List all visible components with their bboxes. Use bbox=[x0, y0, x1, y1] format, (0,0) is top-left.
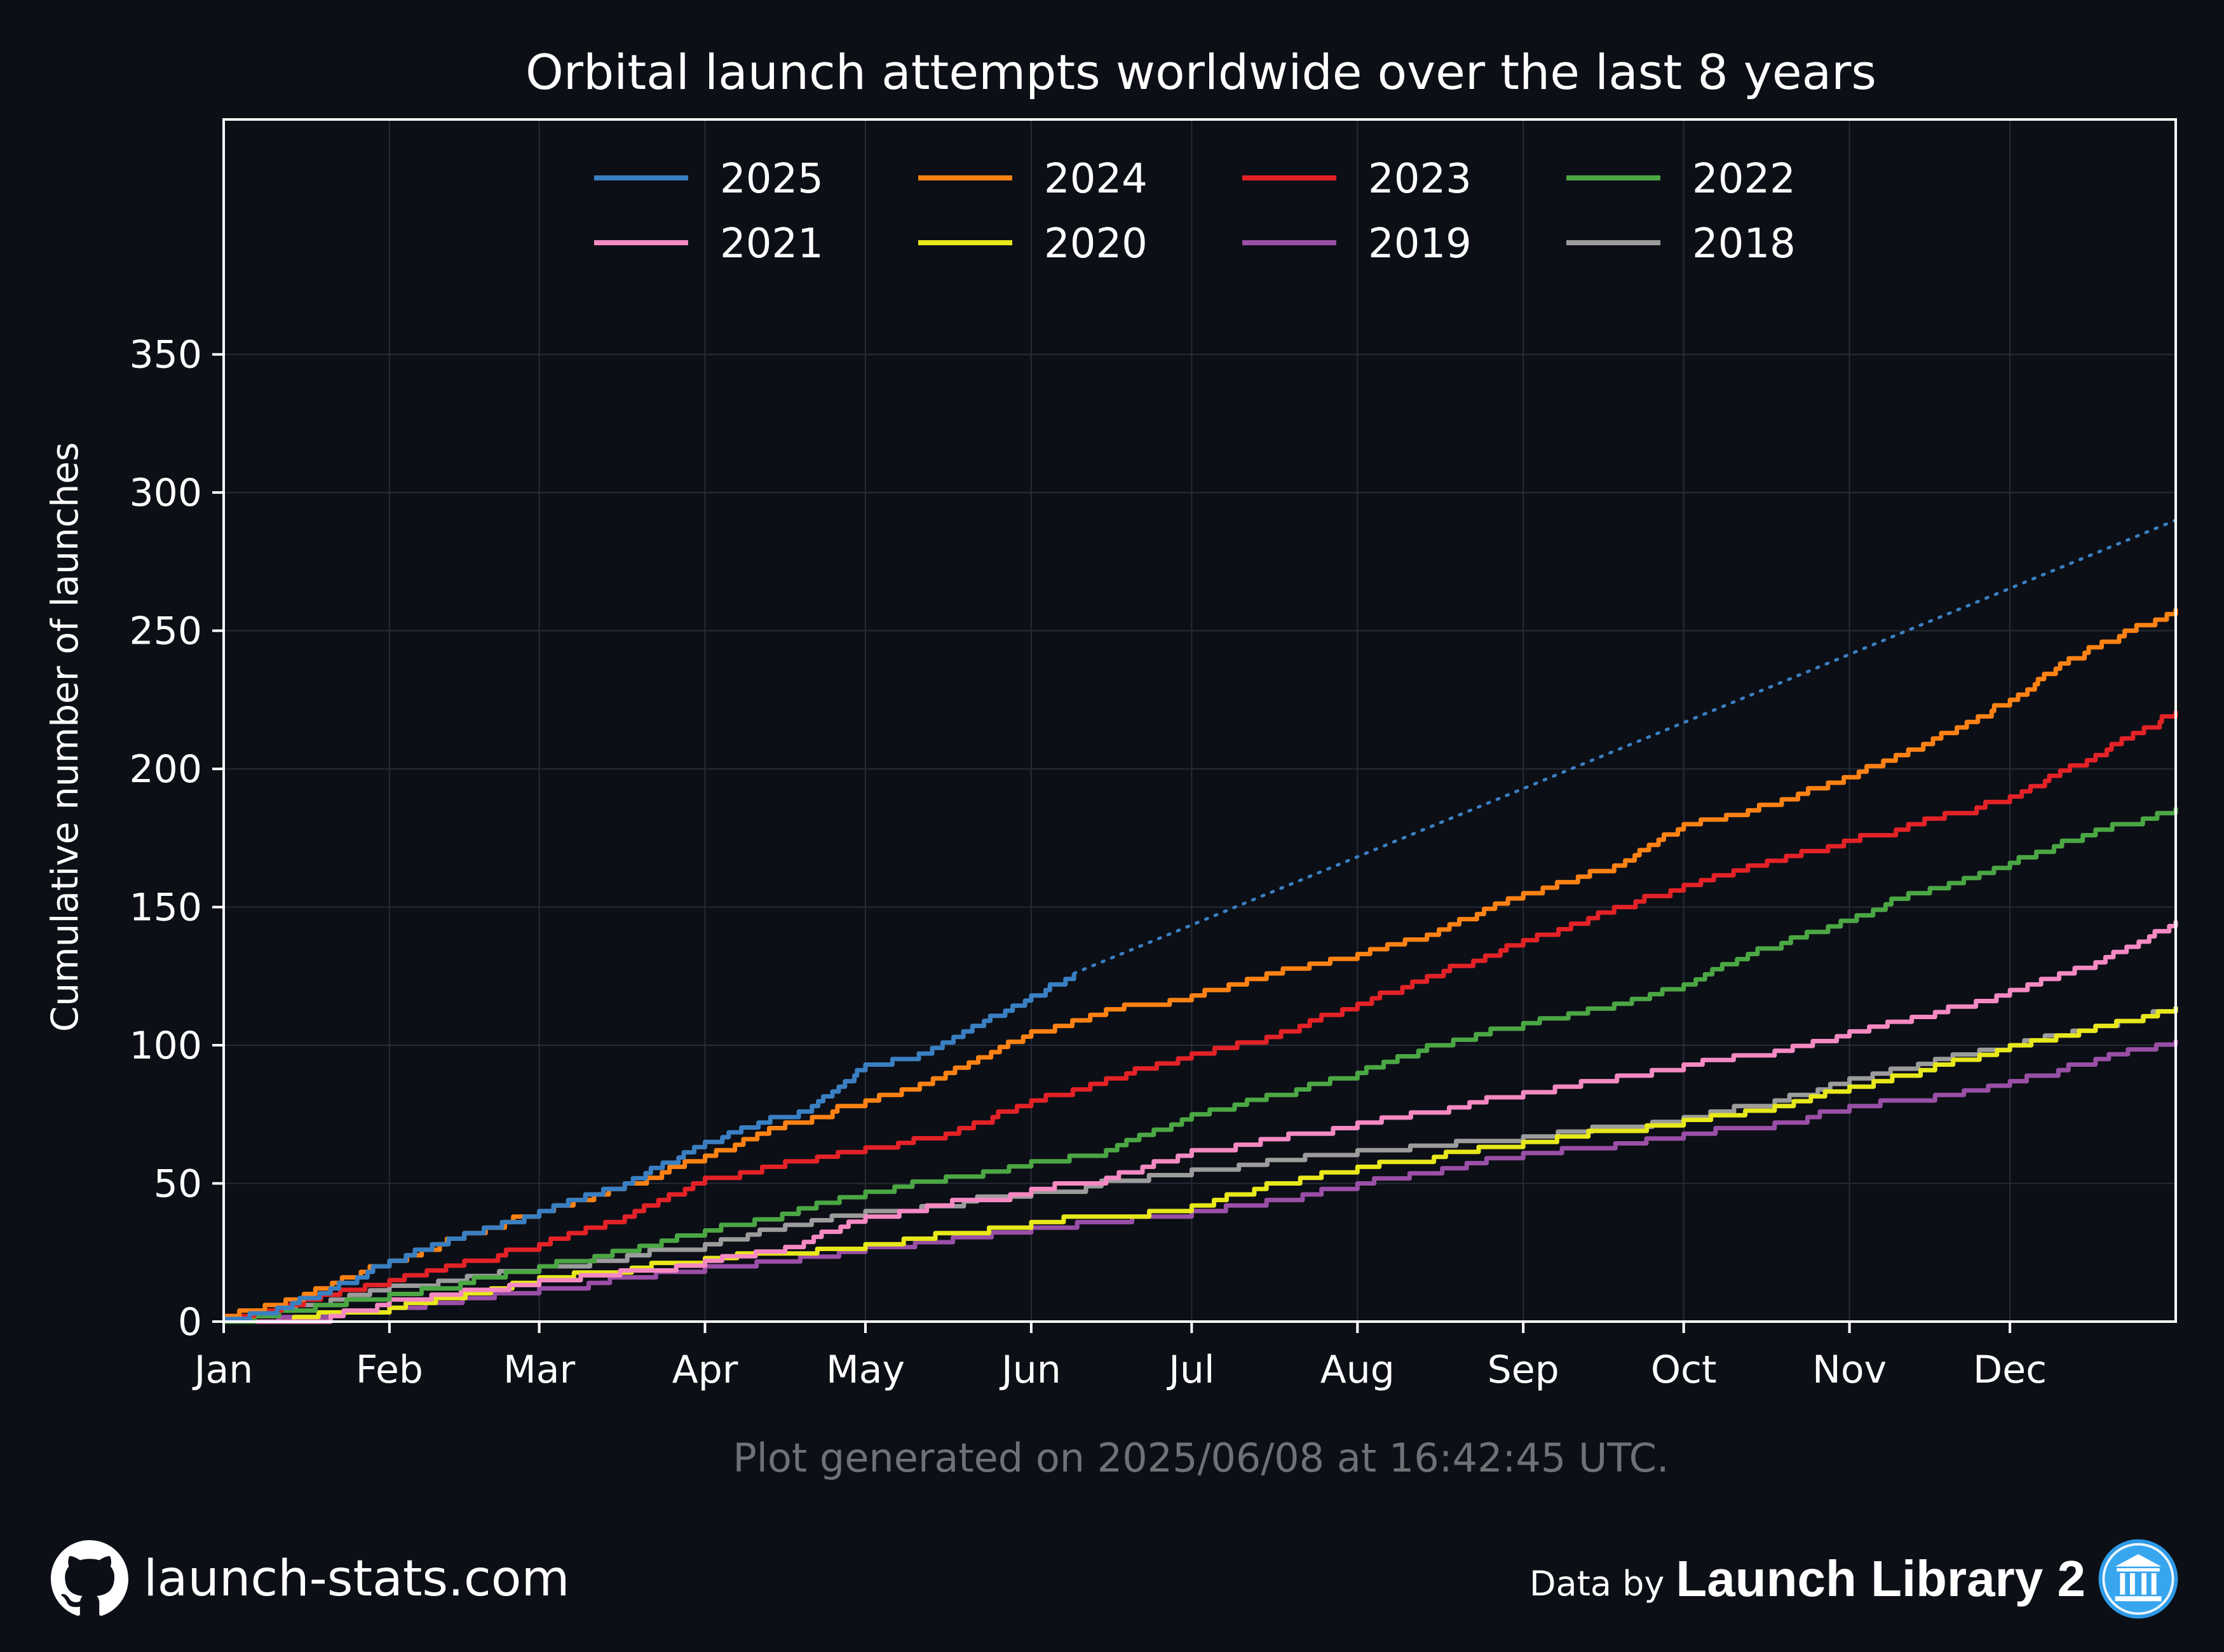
x-tick-label-nov: Nov bbox=[1812, 1348, 1887, 1392]
legend-label-2020: 2020 bbox=[1044, 220, 1148, 267]
y-tick-label-50: 50 bbox=[154, 1162, 202, 1207]
legend-label-2018: 2018 bbox=[1692, 220, 1796, 267]
footer-site[interactable]: launch-stats.com bbox=[51, 1540, 570, 1616]
y-tick-label-350: 350 bbox=[129, 333, 202, 377]
museum-icon bbox=[2098, 1539, 2178, 1619]
plot-frame bbox=[222, 118, 2177, 1323]
series-line-2022 bbox=[224, 808, 2178, 1324]
y-axis-title: Cumulative number of launches bbox=[43, 442, 86, 1032]
legend-label-2024: 2024 bbox=[1044, 156, 1148, 203]
generated-note: Plot generated on 2025/06/08 at 16:42:45… bbox=[733, 1435, 1669, 1481]
series-line-2020 bbox=[224, 1006, 2178, 1324]
legend-label-2022: 2022 bbox=[1692, 156, 1796, 203]
y-axis: 0 50 100 150 200 250 300 350 bbox=[129, 333, 224, 1344]
site-name: launch-stats.com bbox=[144, 1550, 570, 1608]
y-tick-label-300: 300 bbox=[129, 471, 202, 515]
x-tick-label-jan: Jan bbox=[192, 1348, 254, 1392]
footer-source[interactable]: Data by Launch Library 2 bbox=[1529, 1538, 2180, 1620]
chart-title: Orbital launch attempts worldwide over t… bbox=[525, 44, 1876, 100]
series-line-2019 bbox=[224, 1039, 2178, 1324]
series-lines bbox=[224, 518, 2178, 1324]
source-name: Launch Library 2 bbox=[1676, 1550, 2085, 1607]
x-tick-label-jul: Jul bbox=[1166, 1348, 1214, 1392]
x-tick-label-oct: Oct bbox=[1651, 1348, 1717, 1392]
legend-label-2021: 2021 bbox=[720, 220, 824, 267]
legend: 2025 2024 2023 2022 2021 2020 2019 2018 bbox=[594, 156, 1796, 267]
y-tick-label-200: 200 bbox=[129, 747, 202, 792]
data-by-label: Data by bbox=[1529, 1563, 1665, 1604]
legend-label-2025: 2025 bbox=[720, 156, 824, 203]
x-axis: Jan Feb Mar Apr May Jun Jul Aug Sep Oct Nov Dec bbox=[192, 1322, 2047, 1392]
github-icon bbox=[51, 1540, 128, 1616]
x-tick-label-mar: Mar bbox=[503, 1348, 576, 1392]
x-tick-label-may: May bbox=[826, 1348, 905, 1392]
legend-label-2019: 2019 bbox=[1368, 220, 1472, 267]
x-tick-label-sep: Sep bbox=[1488, 1348, 1559, 1392]
legend-label-2023: 2023 bbox=[1368, 156, 1472, 203]
x-tick-label-dec: Dec bbox=[1973, 1348, 2047, 1392]
x-tick-label-jun: Jun bbox=[999, 1348, 1061, 1392]
y-tick-label-150: 150 bbox=[129, 886, 202, 930]
series-line-2021 bbox=[224, 921, 2178, 1324]
y-tick-label-0: 0 bbox=[178, 1300, 202, 1344]
series-line-2023 bbox=[224, 710, 2178, 1318]
series-line-2025 bbox=[224, 973, 1076, 1322]
x-tick-label-apr: Apr bbox=[672, 1348, 738, 1392]
x-tick-label-aug: Aug bbox=[1320, 1348, 1395, 1392]
grid bbox=[223, 119, 2176, 1322]
y-tick-label-250: 250 bbox=[129, 609, 202, 654]
y-tick-label-100: 100 bbox=[129, 1024, 202, 1068]
x-tick-label-feb: Feb bbox=[356, 1348, 423, 1392]
